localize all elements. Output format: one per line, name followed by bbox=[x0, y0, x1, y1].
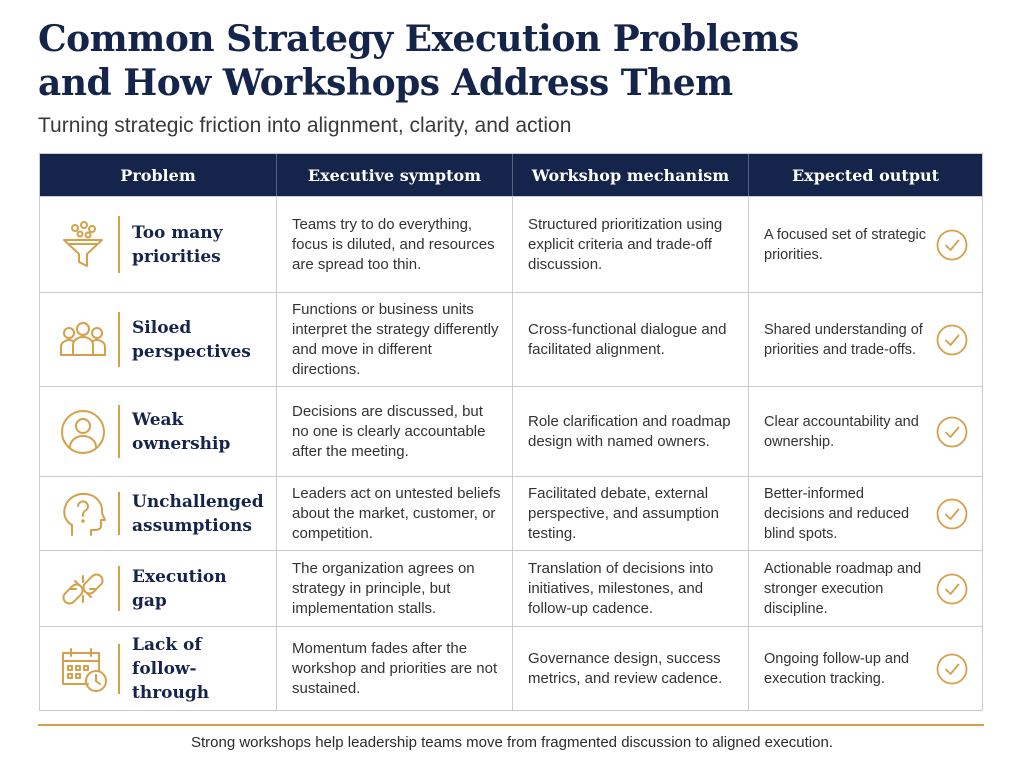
symptom-cell: Teams try to do everything, focus is dil… bbox=[277, 197, 513, 292]
page-title: Common Strategy Execution Problems and H… bbox=[38, 17, 998, 105]
mechanism-cell: Translation of decisions into initiative… bbox=[513, 551, 749, 626]
problem-name: Execution gap bbox=[132, 566, 227, 611]
problem-cell: Weak ownership bbox=[40, 387, 277, 476]
symptom-text: Functions or business units interpret th… bbox=[292, 300, 499, 378]
funnel-icon bbox=[52, 197, 114, 292]
header-output: Expected output bbox=[791, 165, 940, 185]
problem-name: Siloed perspectives bbox=[132, 317, 251, 362]
check-circle-icon bbox=[936, 573, 968, 604]
output-text: Actionable roadmap and stronger executio… bbox=[764, 560, 922, 617]
output-text: Shared understanding of priorities and t… bbox=[764, 321, 923, 358]
mechanism-text: Structured prioritization using explicit… bbox=[528, 215, 723, 273]
mechanism-cell: Structured prioritization using explicit… bbox=[513, 197, 749, 292]
header-problem: Problem bbox=[40, 154, 277, 196]
mechanism-text: Role clarification and roadmap design wi… bbox=[528, 412, 731, 450]
mechanism-cell: Facilitated debate, external perspective… bbox=[513, 477, 749, 550]
check-circle-icon bbox=[936, 229, 968, 260]
mechanism-text: Cross-functional dialogue and facilitate… bbox=[528, 320, 727, 358]
row-divider bbox=[118, 491, 120, 536]
output-cell: Ongoing follow-up and execution tracking… bbox=[749, 627, 982, 711]
title-line-1: Common Strategy Execution Problems bbox=[38, 18, 799, 60]
mechanism-text: Governance design, success metrics, and … bbox=[528, 650, 723, 687]
symptom-text: Decisions are discussed, but no one is c… bbox=[292, 402, 486, 460]
problem-cell: Too many priorities bbox=[40, 197, 277, 292]
table-header: Problem Executive symptom Workshop mecha… bbox=[40, 154, 982, 196]
problem-cell: Execution gap bbox=[40, 551, 277, 626]
row-divider bbox=[118, 216, 120, 273]
mechanism-cell: Role clarification and roadmap design wi… bbox=[513, 387, 749, 476]
symptom-cell: Functions or business units interpret th… bbox=[277, 293, 513, 386]
check-circle-icon bbox=[936, 653, 968, 685]
row-divider bbox=[118, 643, 120, 695]
symptom-cell: Momentum fades after the workshop and pr… bbox=[277, 627, 513, 711]
symptom-text: The organization agrees on strategy in p… bbox=[292, 559, 475, 617]
people-group-icon bbox=[52, 293, 114, 386]
head-question-icon bbox=[52, 477, 114, 550]
output-cell: A focused set of strategic priorities. bbox=[749, 197, 982, 292]
calendar-clock-icon bbox=[52, 627, 114, 711]
broken-link-icon bbox=[52, 551, 114, 626]
mechanism-cell: Governance design, success metrics, and … bbox=[513, 627, 749, 711]
table-row: Execution gap The organization agrees on… bbox=[40, 550, 982, 626]
symptom-text: Teams try to do everything, focus is dil… bbox=[292, 215, 495, 273]
table-row: Weak ownership Decisions are discussed, … bbox=[40, 386, 982, 476]
output-text: Ongoing follow-up and execution tracking… bbox=[764, 651, 910, 687]
symptom-cell: Decisions are discussed, but no one is c… bbox=[277, 387, 513, 476]
table-row: Too many priorities Teams try to do ever… bbox=[40, 196, 982, 292]
symptom-text: Leaders act on untested beliefs about th… bbox=[292, 484, 501, 542]
problem-name: Lack of follow-through bbox=[132, 635, 210, 703]
symptom-cell: Leaders act on untested beliefs about th… bbox=[277, 477, 513, 550]
symptom-text: Momentum fades after the workshop and pr… bbox=[292, 640, 498, 697]
row-divider bbox=[118, 311, 120, 368]
row-divider bbox=[118, 404, 120, 459]
footer-note: Strong workshops help leadership teams m… bbox=[190, 734, 833, 751]
title-line-2: and How Workshops Address Them bbox=[38, 62, 733, 104]
check-circle-icon bbox=[936, 324, 968, 355]
table-row: Unchallenged assumptions Leaders act on … bbox=[40, 476, 982, 550]
symptom-cell: The organization agrees on strategy in p… bbox=[277, 551, 513, 626]
output-cell: Better-informed decisions and reduced bl… bbox=[749, 477, 982, 550]
problem-cell: Unchallenged assumptions bbox=[40, 477, 277, 550]
header-mechanism: Workshop mechanism bbox=[513, 154, 749, 196]
mechanism-text: Facilitated debate, external perspective… bbox=[528, 484, 719, 542]
check-circle-icon bbox=[936, 498, 968, 529]
problem-cell: Siloed perspectives bbox=[40, 293, 277, 386]
problem-name: Too many priorities bbox=[132, 222, 223, 267]
row-divider bbox=[118, 566, 120, 611]
problem-name: Weak ownership bbox=[132, 409, 231, 454]
output-cell: Clear accountability and ownership. bbox=[749, 387, 982, 476]
output-cell: Shared understanding of priorities and t… bbox=[749, 293, 982, 386]
footer-divider bbox=[38, 724, 984, 726]
person-icon bbox=[52, 387, 114, 476]
check-circle-icon bbox=[936, 416, 968, 447]
problem-name: Unchallenged assumptions bbox=[132, 491, 264, 536]
table-row: Lack of follow-through Momentum fades af… bbox=[40, 626, 982, 711]
output-text: A focused set of strategic priorities. bbox=[764, 226, 927, 263]
mechanism-cell: Cross-functional dialogue and facilitate… bbox=[513, 293, 749, 386]
problem-cell: Lack of follow-through bbox=[40, 627, 277, 711]
page-subtitle: Turning strategic friction into alignmen… bbox=[38, 114, 572, 137]
problems-table: Problem Executive symptom Workshop mecha… bbox=[39, 153, 983, 711]
output-text: Clear accountability and ownership. bbox=[764, 413, 919, 450]
header-symptom: Executive symptom bbox=[277, 154, 513, 196]
output-cell: Actionable roadmap and stronger executio… bbox=[749, 551, 982, 626]
mechanism-text: Translation of decisions into initiative… bbox=[528, 559, 714, 617]
table-row: Siloed perspectives Functions or busines… bbox=[40, 292, 982, 386]
output-text: Better-informed decisions and reduced bl… bbox=[764, 485, 910, 542]
